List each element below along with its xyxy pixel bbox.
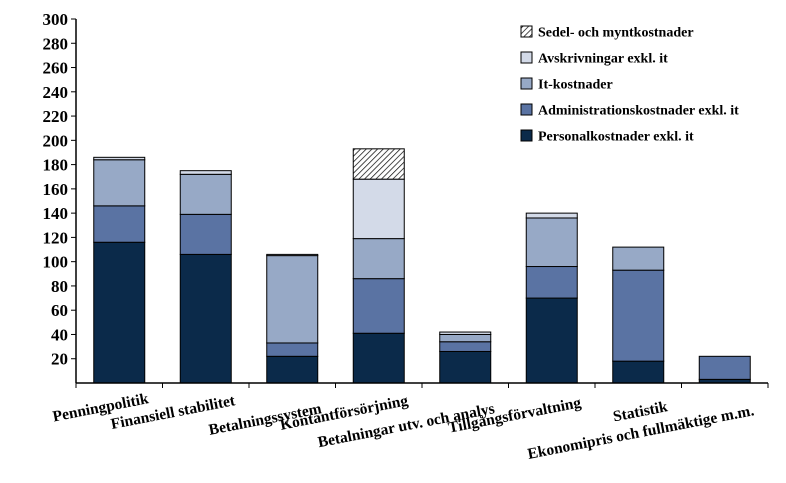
legend-swatch: [520, 129, 533, 142]
y-tick-label: 200: [43, 131, 69, 150]
legend-label: It-kostnader: [538, 78, 613, 93]
legend-label: Personalkostnader exkl. it: [538, 130, 694, 145]
legend-label: Sedel- och myntkostnader: [538, 26, 694, 41]
bar-segment: [352, 178, 405, 240]
legend-swatch: [520, 103, 533, 116]
legend-swatch: [520, 51, 533, 64]
bar-segment: [439, 350, 492, 384]
bar-segment: [179, 170, 232, 175]
y-tick-label: 280: [43, 34, 69, 53]
y-tick-label: 60: [51, 301, 68, 320]
bar-segment: [93, 156, 146, 161]
bar-segment: [179, 173, 232, 215]
bar-segment: [612, 246, 665, 271]
y-tick-label: 160: [43, 180, 69, 199]
bar-segment: [525, 212, 578, 219]
legend-label: Avskrivningar exkl. it: [538, 52, 668, 67]
y-tick-label: 120: [43, 228, 69, 247]
x-tick-label: Tillgångsförvaltning: [447, 394, 583, 436]
bar-segment: [439, 333, 492, 343]
bar-segment: [266, 342, 319, 357]
bar-segment: [439, 341, 492, 352]
y-tick-label: 140: [43, 204, 69, 223]
bar-segment: [525, 297, 578, 384]
y-tick-label: 180: [43, 156, 69, 175]
bar-segment: [439, 331, 492, 335]
y-tick-label: 100: [43, 253, 69, 272]
y-tick-label: 240: [43, 83, 69, 102]
bar-segment: [525, 266, 578, 299]
bar-segment: [612, 269, 665, 362]
bar-segment: [179, 253, 232, 384]
legend: Sedel- och myntkostnader Avskrivningar ex…: [520, 25, 739, 145]
bar-segment: [612, 360, 665, 384]
y-tick-label: 300: [43, 10, 69, 29]
y-tick-label: 80: [51, 277, 68, 296]
bar-segment: [525, 217, 578, 268]
bar-segment: [352, 148, 405, 180]
bar-segment: [698, 355, 751, 380]
bar-segment: [352, 332, 405, 384]
legend-swatch: [520, 25, 533, 38]
bar-area: [93, 148, 751, 384]
legend-label: Administrationskostnader exkl. it: [538, 104, 739, 119]
bar-segment: [179, 213, 232, 255]
bar-segment: [266, 355, 319, 384]
y-tick-label: 40: [51, 325, 68, 344]
bar-segment: [266, 255, 319, 344]
y-tick-label: 20: [51, 350, 68, 369]
legend-swatch: [520, 77, 533, 90]
bar-segment: [352, 238, 405, 280]
y-tick-label: 220: [43, 107, 69, 126]
bar-segment: [93, 159, 146, 207]
bar-segment: [352, 278, 405, 334]
bar-segment: [93, 241, 146, 384]
bar-segment: [93, 205, 146, 243]
bar-segment: [266, 253, 319, 257]
y-tick-label: 260: [43, 59, 69, 78]
y-axis: 20 40 60 80 100 120 140 160 180 200 220 240 260 280 30…: [43, 10, 77, 383]
